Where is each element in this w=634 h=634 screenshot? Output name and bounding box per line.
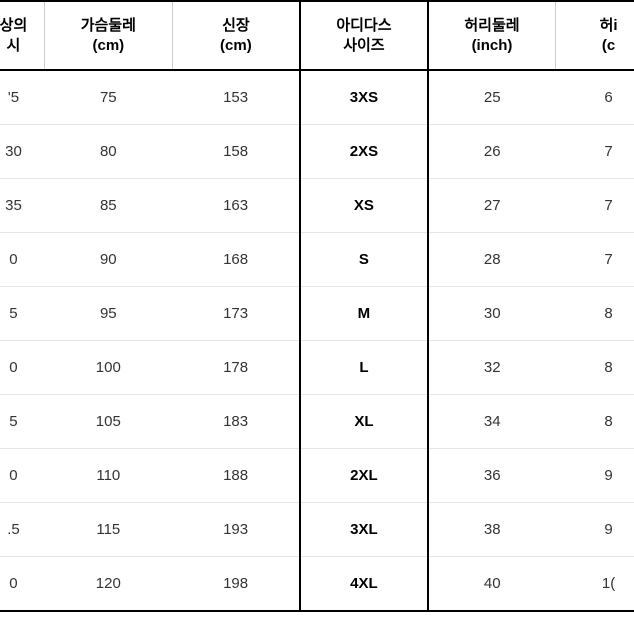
size-chart-container: 상의 시 가슴둘레 (cm) 신장 (cm) 아디다스 사이즈 허리둘레 ( [0, 0, 616, 612]
table-cell: 85 [44, 179, 172, 233]
table-cell: 8 [556, 341, 634, 395]
table-row: .51151933XL389 [0, 503, 634, 557]
table-cell: 120 [44, 557, 172, 612]
table-row: 01201984XL401( [0, 557, 634, 612]
table-cell: 32 [428, 341, 556, 395]
table-cell: 158 [172, 125, 300, 179]
table-cell: 188 [172, 449, 300, 503]
header-cell-label: 상의 시 [0, 1, 44, 70]
header-cell-height: 신장 (cm) [172, 1, 300, 70]
header-line2: (cm) [92, 37, 124, 54]
table-cell: 5 [0, 395, 44, 449]
table-cell: 7 [556, 233, 634, 287]
table-cell: 36 [428, 449, 556, 503]
table-cell: 168 [172, 233, 300, 287]
table-cell: 3XL [300, 503, 428, 557]
header-cell-chest: 가슴둘레 (cm) [44, 1, 172, 70]
table-cell: 26 [428, 125, 556, 179]
table-cell: 80 [44, 125, 172, 179]
table-row: 01101882XL369 [0, 449, 634, 503]
table-cell: 75 [44, 70, 172, 125]
table-cell: 9 [556, 449, 634, 503]
table-cell: 100 [44, 341, 172, 395]
table-cell: XL [300, 395, 428, 449]
table-cell: XS [300, 179, 428, 233]
table-cell: 6 [556, 70, 634, 125]
header-line1: 허리둘레 [464, 17, 519, 34]
header-line1: 가슴둘레 [81, 17, 136, 34]
table-cell: 9 [556, 503, 634, 557]
table-row: 090168S287 [0, 233, 634, 287]
table-cell: 198 [172, 557, 300, 612]
table-cell: 35 [0, 179, 44, 233]
table-row: 595173M308 [0, 287, 634, 341]
table-cell: 8 [556, 395, 634, 449]
table-cell: 0 [0, 233, 44, 287]
header-line1: 아디다스 [336, 17, 391, 34]
header-line2: (cm) [220, 37, 252, 54]
table-cell: .5 [0, 503, 44, 557]
table-cell: '5 [0, 70, 44, 125]
table-cell: 110 [44, 449, 172, 503]
table-cell: 163 [172, 179, 300, 233]
table-header: 상의 시 가슴둘레 (cm) 신장 (cm) 아디다스 사이즈 허리둘레 ( [0, 1, 634, 70]
table-cell: 0 [0, 341, 44, 395]
table-cell: 0 [0, 557, 44, 612]
table-cell: 2XL [300, 449, 428, 503]
table-cell: 4XL [300, 557, 428, 612]
size-chart-table: 상의 시 가슴둘레 (cm) 신장 (cm) 아디다스 사이즈 허리둘레 ( [0, 0, 634, 612]
table-body: '5751533XS25630801582XS2673585163XS27709… [0, 70, 634, 611]
table-cell: 30 [0, 125, 44, 179]
table-cell: 1( [556, 557, 634, 612]
header-cell-waist-inch: 허리둘레 (inch) [428, 1, 556, 70]
table-cell: 40 [428, 557, 556, 612]
header-line2: (inch) [472, 37, 513, 54]
header-line1: 신장 [222, 17, 250, 34]
table-row: 5105183XL348 [0, 395, 634, 449]
table-cell: 90 [44, 233, 172, 287]
table-cell: 34 [428, 395, 556, 449]
table-cell: 153 [172, 70, 300, 125]
header-row: 상의 시 가슴둘레 (cm) 신장 (cm) 아디다스 사이즈 허리둘레 ( [0, 1, 634, 70]
table-row: '5751533XS256 [0, 70, 634, 125]
table-cell: M [300, 287, 428, 341]
table-cell: 173 [172, 287, 300, 341]
table-cell: 7 [556, 179, 634, 233]
table-cell: 5 [0, 287, 44, 341]
table-cell: L [300, 341, 428, 395]
table-cell: 0 [0, 449, 44, 503]
header-line2: 사이즈 [343, 37, 384, 54]
table-cell: 25 [428, 70, 556, 125]
header-cell-adidas-size: 아디다스 사이즈 [300, 1, 428, 70]
header-line1: 허i [600, 17, 618, 34]
table-cell: 178 [172, 341, 300, 395]
table-cell: 95 [44, 287, 172, 341]
header-line2: 시 [7, 37, 21, 54]
table-cell: 27 [428, 179, 556, 233]
table-row: 3585163XS277 [0, 179, 634, 233]
table-row: 30801582XS267 [0, 125, 634, 179]
table-cell: 193 [172, 503, 300, 557]
table-cell: 28 [428, 233, 556, 287]
table-cell: 2XS [300, 125, 428, 179]
table-cell: 183 [172, 395, 300, 449]
table-cell: 115 [44, 503, 172, 557]
table-cell: 3XS [300, 70, 428, 125]
table-cell: S [300, 233, 428, 287]
table-cell: 30 [428, 287, 556, 341]
table-cell: 105 [44, 395, 172, 449]
table-row: 0100178L328 [0, 341, 634, 395]
table-cell: 38 [428, 503, 556, 557]
table-cell: 7 [556, 125, 634, 179]
header-line1: 상의 [0, 17, 27, 34]
table-cell: 8 [556, 287, 634, 341]
header-cell-waist-cm: 허i (c [556, 1, 634, 70]
header-line2: (c [602, 37, 615, 54]
